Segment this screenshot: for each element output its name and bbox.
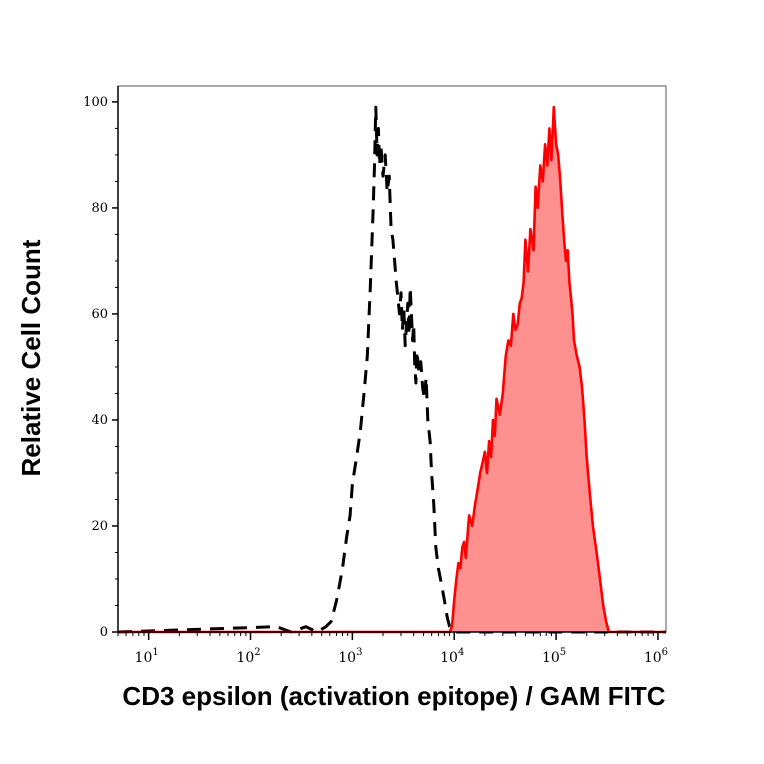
y-tick-label: 0 [100, 625, 108, 640]
y-tick-label: 60 [91, 307, 108, 322]
y-axis-title: Relative Cell Count [16, 239, 46, 476]
axes-layer: 0 20 40 60 80 100 101 102 103 104 105 106 [83, 86, 668, 666]
series-fill-area-1 [118, 107, 666, 632]
x-tick-label: 104 [440, 647, 464, 666]
series-layer [117, 105, 666, 634]
x-tick-label: 101 [135, 647, 159, 666]
x-tick-label: 106 [644, 647, 668, 666]
y-tick-label: 20 [91, 519, 108, 534]
x-tick-label: 102 [236, 647, 260, 666]
x-tick-label: 103 [338, 647, 362, 666]
y-tick-label: 100 [83, 95, 108, 110]
y-tick-label: 80 [91, 201, 108, 216]
series-dashed-line-0 [117, 105, 666, 634]
y-tick-label: 40 [91, 413, 108, 428]
series-line-1 [118, 105, 666, 634]
x-tick-label: 105 [542, 647, 566, 666]
x-axis-title: CD3 epsilon (activation epitope) / GAM F… [122, 681, 665, 711]
